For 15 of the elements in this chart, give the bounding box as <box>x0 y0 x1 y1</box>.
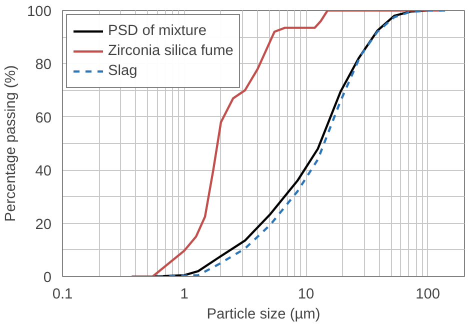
legend-label: Zirconia silica fume <box>108 43 234 59</box>
y-axis-title: Percentage passing (%) <box>3 65 20 222</box>
x-tick-label: 100 <box>416 286 440 302</box>
y-tick-label: 60 <box>35 110 52 126</box>
legend-label: Slag <box>108 63 138 79</box>
x-axis-title: Particle size (µm) <box>206 306 320 322</box>
y-tick-label: 40 <box>35 164 52 180</box>
legend-label: PSD of mixture <box>108 23 207 39</box>
y-tick-label: 20 <box>35 216 52 233</box>
y-tick-label: 100 <box>27 4 52 20</box>
y-tick-label: 0 <box>43 270 52 286</box>
x-tick-label: 1 <box>180 286 188 302</box>
y-tick-label: 80 <box>35 57 52 74</box>
x-tick-label: 10 <box>298 286 314 302</box>
x-tick-label: 0.1 <box>52 286 73 302</box>
